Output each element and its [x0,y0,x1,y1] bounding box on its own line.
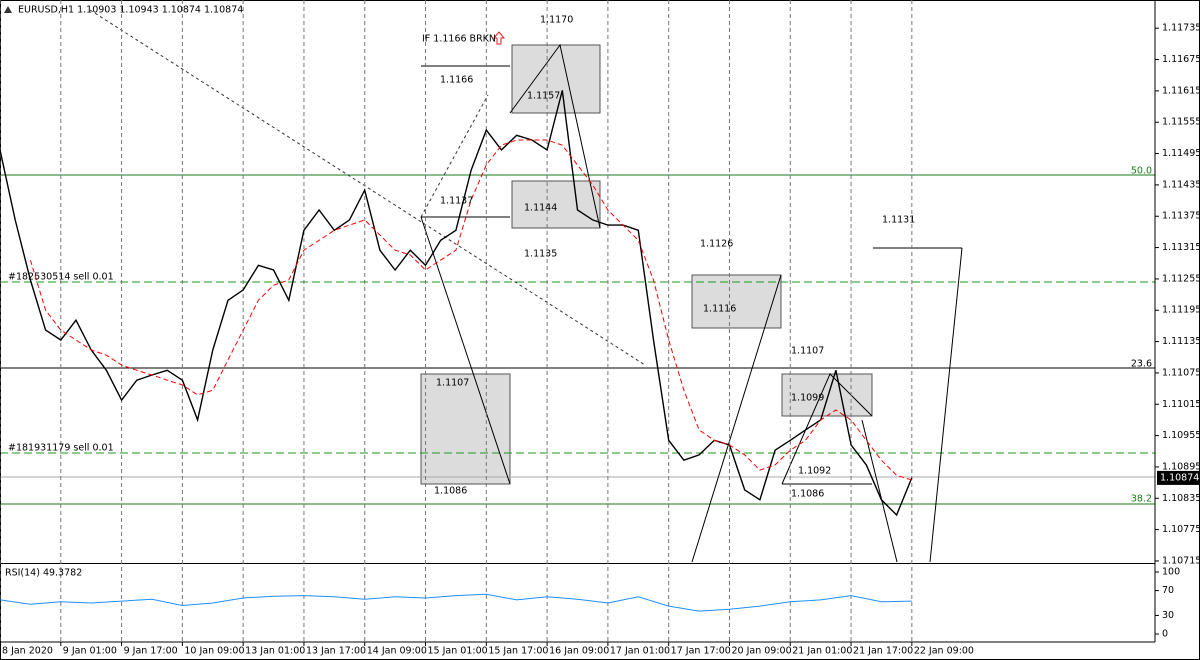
annotation: 1.1107 [436,378,469,389]
annotation: #182530514 sell 0.01 [8,272,114,283]
y-tick-label: 1.11435 [1162,179,1200,190]
trend-line [420,94,489,218]
price-line [0,593,912,612]
annotation: 1.1107 [791,346,824,357]
annotation: 1.1144 [524,203,557,214]
zone-box [420,373,511,485]
y-tick-label: 1.11255 [1162,273,1200,284]
annotation: 1.1131 [882,215,915,226]
y-tick-label: 1.10955 [1162,430,1200,441]
annotation: #181931179 sell 0.01 [8,443,114,454]
annotation: 50.0 [1131,166,1152,177]
annotation: 1.1126 [700,239,733,250]
price-tag [1157,470,1199,485]
annotation: 1.1135 [524,249,557,260]
x-tick-label: 13 Jan 17:00 [306,646,366,657]
y-tick-label: 1.11495 [1162,148,1200,159]
trend-line [89,9,646,366]
y-tick-label: 100 [1162,567,1180,578]
x-tick-label: 8 Jan 2020 [2,646,53,657]
panel-title: EURUSD,H1 1.10903 1.10943 1.10874 1.1087… [18,5,243,16]
annotation: 1.1170 [540,15,573,26]
annotation: 1.1086 [434,486,467,497]
x-tick-label: 15 Jan 17:00 [488,646,548,657]
x-tick-label: 9 Jan 01:00 [63,646,117,657]
x-tick-label: 20 Jan 09:00 [731,646,791,657]
zone-box [511,180,601,229]
x-tick-label: 21 Jan 17:00 [853,646,913,657]
panel-title: RSI(14) 49.3782 [5,568,82,579]
x-tick-label: 9 Jan 17:00 [124,646,178,657]
y-tick-label: 1.11015 [1162,399,1200,410]
y-tick-label: 1.10835 [1162,493,1200,504]
annotation: 23.6 [1131,359,1152,370]
x-tick-label: 17 Jan 01:00 [610,646,670,657]
annotation: 1.1099 [791,393,824,404]
x-tick-label: 13 Jan 01:00 [245,646,305,657]
annotation: 38.2 [1131,494,1152,505]
x-tick-label: 16 Jan 09:00 [549,646,609,657]
y-tick-label: 1.11195 [1162,305,1200,316]
symbol-icon [4,6,12,13]
annotation: 1.1157 [527,91,560,102]
x-tick-label: 15 Jan 01:00 [428,646,488,657]
y-tick-label: 1.11555 [1162,117,1200,128]
pattern-lines [420,43,963,563]
annotation: 1.1086 [791,489,824,500]
drawings [0,9,1155,563]
price-tag-label: 1.10874 [1160,472,1199,483]
y-tick-label: 1.11075 [1162,367,1200,378]
y-tick-label: 70 [1162,585,1174,596]
zone-box [691,274,782,329]
y-tick-label: 0 [1162,629,1168,640]
annotation: 1.1116 [703,304,736,315]
y-tick-label: 1.11735 [1162,23,1200,34]
y-tick-label: 1.11315 [1162,242,1200,253]
y-tick-label: 1.10895 [1162,461,1200,472]
y-tick-label: 1.10775 [1162,524,1200,535]
arrow-icon [492,31,506,45]
y-tick-label: 1.11135 [1162,336,1200,347]
x-tick-label: 22 Jan 09:00 [914,646,974,657]
zone-box [511,44,601,114]
x-tick-label: 17 Jan 17:00 [671,646,731,657]
x-tick-label: 14 Jan 09:00 [367,646,427,657]
y-tick-label: 1.11375 [1162,211,1200,222]
annotation: 1.1137 [440,196,473,207]
x-tick-label: 21 Jan 01:00 [792,646,852,657]
y-tick-label: 1.11675 [1162,54,1200,65]
annotation: 1.1092 [798,466,831,477]
y-tick-label: 1.11615 [1162,85,1200,96]
x-tick-label: 10 Jan 09:00 [184,646,244,657]
y-tick-label: 1.10715 [1162,555,1200,566]
annotation: IF 1.1166 BRKN [422,34,496,45]
annotation: 1.1166 [440,75,473,86]
y-tick-label: 30 [1162,610,1174,621]
